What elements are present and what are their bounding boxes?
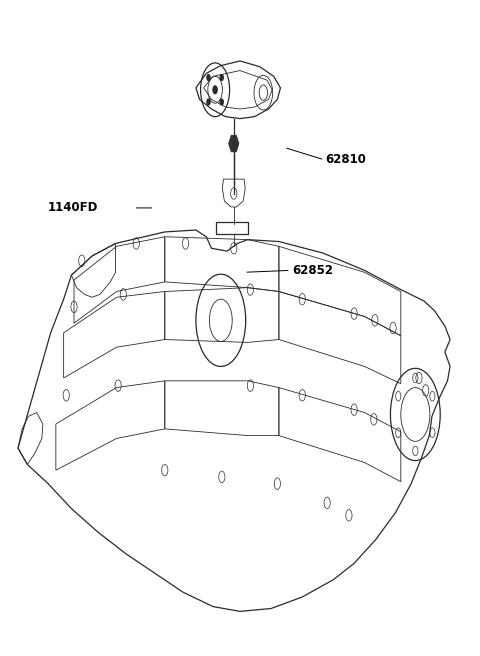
Text: 62810: 62810 [325, 154, 366, 167]
Text: 1140FD: 1140FD [48, 201, 98, 215]
Circle shape [207, 75, 210, 81]
Text: 62852: 62852 [292, 264, 333, 277]
Circle shape [207, 99, 210, 105]
Circle shape [220, 75, 223, 81]
Polygon shape [228, 135, 239, 152]
Circle shape [213, 86, 217, 94]
Circle shape [220, 99, 223, 105]
